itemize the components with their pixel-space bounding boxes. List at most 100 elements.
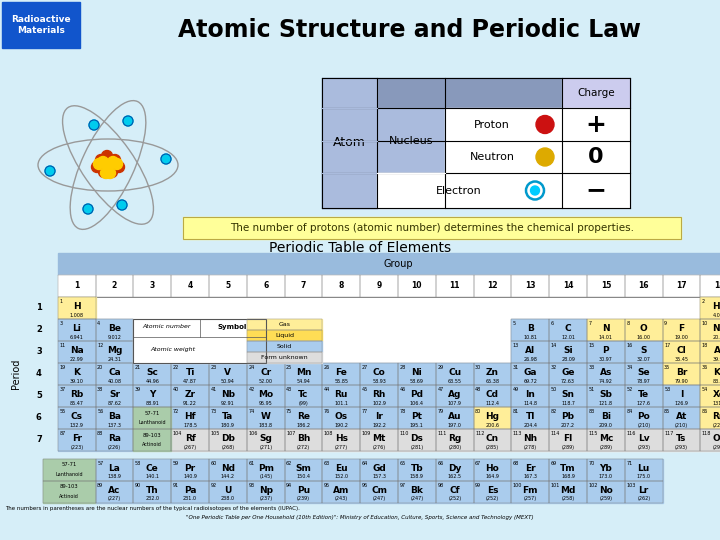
Bar <box>377 173 445 208</box>
Bar <box>96 429 133 451</box>
Text: 88.91: 88.91 <box>145 401 159 406</box>
Text: (222): (222) <box>713 422 720 428</box>
Circle shape <box>94 159 104 170</box>
Text: La: La <box>109 464 120 473</box>
Text: Hs: Hs <box>335 434 348 443</box>
Bar <box>247 330 323 341</box>
Text: Fl: Fl <box>564 434 572 443</box>
Bar <box>511 275 549 297</box>
Bar <box>323 385 360 407</box>
Bar <box>133 319 266 363</box>
Bar <box>625 429 662 451</box>
Text: Gas: Gas <box>279 322 291 327</box>
Text: 41: 41 <box>210 387 217 392</box>
Bar <box>171 407 209 429</box>
Bar <box>133 275 171 297</box>
Bar <box>436 458 474 481</box>
Text: Ga: Ga <box>523 368 537 377</box>
Bar <box>247 429 284 451</box>
Circle shape <box>83 204 93 214</box>
Bar <box>398 407 436 429</box>
Bar <box>133 458 171 481</box>
Text: Cu: Cu <box>448 368 462 377</box>
Text: 30.97: 30.97 <box>599 356 613 362</box>
Text: Rb: Rb <box>70 390 84 399</box>
Bar <box>209 363 247 385</box>
Bar <box>474 458 511 481</box>
Text: (247): (247) <box>372 496 386 501</box>
Text: K: K <box>73 368 80 377</box>
Bar <box>360 385 398 407</box>
Bar <box>284 385 323 407</box>
Text: (278): (278) <box>523 444 537 449</box>
Text: 9.012: 9.012 <box>107 335 122 340</box>
Bar <box>42 458 96 481</box>
Bar <box>549 363 587 385</box>
Text: 12.01: 12.01 <box>561 335 575 340</box>
Text: "One Periodic Table per One Household (10th Edition)": Ministry of Education, Cu: "One Periodic Table per One Household (1… <box>186 515 534 519</box>
Bar <box>562 108 630 208</box>
Bar <box>171 385 209 407</box>
Text: Mn: Mn <box>296 368 311 377</box>
Text: Solid: Solid <box>277 344 292 349</box>
Bar <box>58 319 96 341</box>
Text: 68: 68 <box>513 461 519 465</box>
Bar <box>474 363 511 385</box>
Text: Period: Period <box>11 359 21 389</box>
Circle shape <box>97 157 109 167</box>
Bar <box>322 78 377 208</box>
Text: 81: 81 <box>513 409 519 414</box>
Text: 95.95: 95.95 <box>258 401 273 406</box>
Bar <box>133 385 171 407</box>
Text: Atomic Structure and Periodic Law: Atomic Structure and Periodic Law <box>179 18 642 42</box>
Bar <box>511 407 549 429</box>
Text: 57-71: 57-71 <box>145 410 160 416</box>
Text: 132.9: 132.9 <box>70 422 84 428</box>
Bar <box>96 275 133 297</box>
Text: 40: 40 <box>173 387 179 392</box>
Bar <box>587 385 625 407</box>
Text: 52.00: 52.00 <box>258 379 273 383</box>
Text: (237): (237) <box>259 496 272 501</box>
Text: Cf: Cf <box>449 486 460 495</box>
Bar <box>511 363 549 385</box>
Bar <box>701 319 720 341</box>
Text: (268): (268) <box>221 444 235 449</box>
Text: Hf: Hf <box>184 412 196 421</box>
Text: 69: 69 <box>551 461 557 465</box>
Text: 32: 32 <box>551 365 557 370</box>
Bar <box>474 407 511 429</box>
Text: Db: Db <box>221 434 235 443</box>
Text: Lu: Lu <box>638 464 650 473</box>
Text: Na: Na <box>70 346 84 355</box>
Text: 4: 4 <box>97 321 100 326</box>
Bar <box>247 481 284 503</box>
Bar <box>445 108 562 173</box>
Bar <box>625 319 662 341</box>
Text: 99: 99 <box>475 483 481 488</box>
Text: 18: 18 <box>714 281 720 291</box>
Bar <box>247 385 284 407</box>
Bar <box>625 407 662 429</box>
Text: Mc: Mc <box>599 434 613 443</box>
Bar <box>625 385 662 407</box>
Text: 111: 111 <box>437 431 446 436</box>
Text: Ti: Ti <box>186 368 195 377</box>
Bar <box>58 297 720 451</box>
Bar <box>701 385 720 407</box>
Text: Lanthanoid: Lanthanoid <box>138 420 166 426</box>
Text: Symbol: Symbol <box>218 324 247 330</box>
Text: 238.0: 238.0 <box>221 496 235 501</box>
Bar <box>474 429 511 451</box>
Text: Rn: Rn <box>713 412 720 421</box>
Text: 88: 88 <box>97 431 104 436</box>
Text: 83: 83 <box>588 409 595 414</box>
Bar <box>662 275 701 297</box>
Text: Ru: Ru <box>335 390 348 399</box>
Text: Ar: Ar <box>714 346 720 355</box>
Text: (259): (259) <box>599 496 613 501</box>
Text: (289): (289) <box>599 444 613 449</box>
Bar <box>96 407 133 429</box>
Text: Rh: Rh <box>372 390 386 399</box>
Text: The numbers in parentheses are the nuclear numbers of the typical radioisotopes : The numbers in parentheses are the nucle… <box>5 505 300 511</box>
